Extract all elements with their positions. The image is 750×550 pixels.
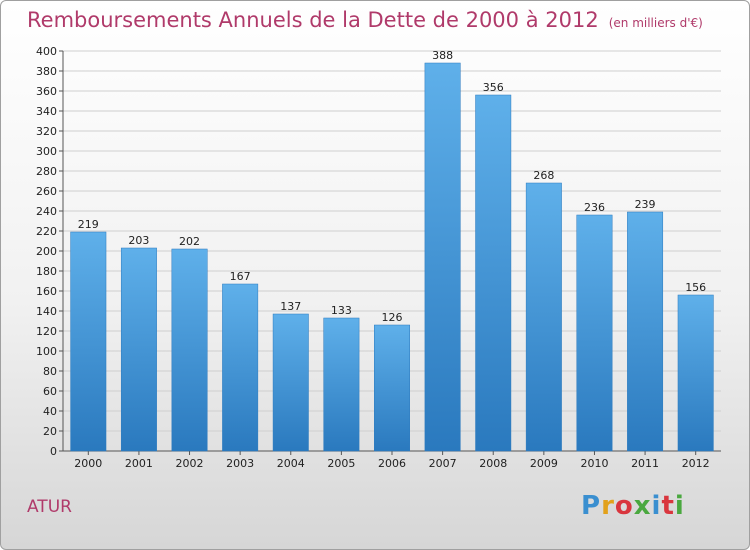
y-tick-label: 260	[36, 185, 57, 198]
x-tick-label: 2009	[530, 457, 558, 470]
y-tick-label: 340	[36, 105, 57, 118]
y-tick-label: 400	[36, 45, 57, 58]
y-tick-label: 60	[43, 385, 57, 398]
x-tick-label: 2001	[125, 457, 153, 470]
bar-value-label: 167	[230, 270, 251, 283]
x-tick-label: 2004	[277, 457, 305, 470]
y-tick-label: 300	[36, 145, 57, 158]
logo-letter: r	[601, 491, 615, 521]
bar	[677, 294, 714, 452]
y-tick-label: 80	[43, 365, 57, 378]
chart-unit: (en milliers d'€)	[608, 16, 703, 30]
x-tick-label: 2011	[631, 457, 659, 470]
logo-letter: x	[633, 491, 652, 521]
y-tick-label: 380	[36, 65, 57, 78]
x-tick-label: 2008	[479, 457, 507, 470]
bar	[475, 94, 512, 452]
bar	[120, 247, 157, 452]
bar-value-label: 356	[483, 81, 504, 94]
x-tick-label: 2002	[176, 457, 204, 470]
bar-value-label: 203	[128, 234, 149, 247]
x-tick-label: 2012	[682, 457, 710, 470]
y-tick-label: 320	[36, 125, 57, 138]
bar	[424, 62, 461, 452]
place-label: ATUR	[27, 497, 72, 517]
y-tick-label: 220	[36, 225, 57, 238]
x-tick-label: 2005	[327, 457, 355, 470]
y-tick-label: 160	[36, 285, 57, 298]
bar-value-label: 126	[382, 311, 403, 324]
bar	[272, 313, 309, 452]
y-tick-label: 20	[43, 425, 57, 438]
logo-letter: i	[651, 491, 662, 521]
bar	[222, 283, 259, 452]
bar-value-label: 202	[179, 235, 200, 248]
x-tick-label: 2006	[378, 457, 406, 470]
x-tick-label: 2007	[429, 457, 457, 470]
proxiti-logo: Proxiti	[581, 491, 685, 521]
logo-letter: i	[674, 491, 685, 521]
bar	[576, 214, 613, 452]
bar	[323, 317, 360, 452]
x-tick-label: 2003	[226, 457, 254, 470]
y-tick-label: 180	[36, 265, 57, 278]
bar	[70, 231, 107, 452]
y-tick-label: 140	[36, 305, 57, 318]
bar-value-label: 388	[432, 49, 453, 62]
labels: 0 20 40 60 80 100 120 140 160 180 200 220 240 260 280 3…	[36, 45, 710, 470]
bar-value-label: 219	[78, 218, 99, 231]
bar-value-label: 239	[635, 198, 656, 211]
bar-value-label: 133	[331, 304, 352, 317]
y-tick-label: 240	[36, 205, 57, 218]
chart-title-text: Remboursements Annuels de la Dette de 20…	[27, 8, 599, 32]
x-tick-label: 2000	[74, 457, 102, 470]
logo-letter: o	[614, 491, 634, 521]
bar-value-label: 137	[280, 300, 301, 313]
y-tick-label: 120	[36, 325, 57, 338]
y-tick-label: 40	[43, 405, 57, 418]
bar	[525, 182, 562, 452]
bar-value-label: 236	[584, 201, 605, 214]
logo-letter: P	[581, 491, 602, 521]
bar	[374, 324, 410, 452]
y-tick-label: 200	[36, 245, 57, 258]
logo-letter: t	[661, 491, 675, 521]
y-tick-label: 100	[36, 345, 57, 358]
bar-value-label: 156	[685, 281, 706, 294]
bar-value-label: 268	[533, 169, 554, 182]
bar	[627, 211, 664, 452]
x-tick-label: 2010	[580, 457, 608, 470]
chart-title: Remboursements Annuels de la Dette de 20…	[27, 8, 703, 32]
y-tick-label: 360	[36, 85, 57, 98]
y-tick-label: 0	[50, 445, 57, 458]
bars	[70, 62, 714, 452]
y-tick-label: 280	[36, 165, 57, 178]
bar	[171, 248, 208, 452]
